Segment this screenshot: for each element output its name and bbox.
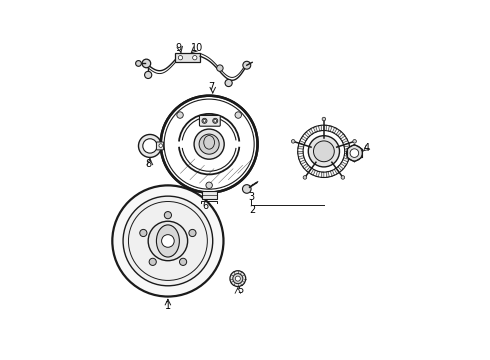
- Polygon shape: [324, 125, 327, 131]
- Circle shape: [140, 229, 147, 237]
- Polygon shape: [316, 171, 319, 177]
- Circle shape: [199, 134, 219, 154]
- Circle shape: [225, 80, 232, 86]
- Text: 6: 6: [202, 201, 209, 211]
- Polygon shape: [344, 153, 350, 157]
- Circle shape: [193, 55, 197, 60]
- Polygon shape: [340, 134, 345, 139]
- Circle shape: [194, 129, 224, 159]
- Circle shape: [235, 276, 240, 281]
- Polygon shape: [301, 136, 307, 141]
- Circle shape: [179, 258, 187, 265]
- Circle shape: [148, 221, 188, 261]
- Polygon shape: [309, 129, 314, 135]
- Polygon shape: [328, 126, 332, 131]
- Polygon shape: [318, 125, 322, 131]
- Circle shape: [162, 235, 174, 247]
- Circle shape: [292, 140, 295, 143]
- Circle shape: [341, 176, 344, 179]
- Circle shape: [243, 61, 251, 69]
- Text: 7: 7: [208, 82, 214, 92]
- Polygon shape: [332, 127, 337, 133]
- Text: 10: 10: [191, 43, 203, 53]
- Text: 9: 9: [175, 43, 182, 53]
- Circle shape: [350, 149, 359, 157]
- Circle shape: [303, 176, 307, 179]
- Polygon shape: [343, 143, 349, 147]
- FancyBboxPatch shape: [199, 116, 220, 126]
- Ellipse shape: [156, 225, 179, 257]
- Polygon shape: [313, 126, 318, 132]
- Circle shape: [213, 118, 218, 123]
- Circle shape: [159, 144, 163, 147]
- Polygon shape: [334, 168, 339, 174]
- Polygon shape: [341, 162, 346, 167]
- Circle shape: [243, 185, 251, 193]
- Text: 4: 4: [364, 143, 370, 153]
- Circle shape: [145, 71, 152, 78]
- Polygon shape: [306, 167, 312, 172]
- Circle shape: [164, 212, 171, 219]
- Circle shape: [202, 118, 207, 123]
- Circle shape: [177, 112, 183, 118]
- Circle shape: [214, 120, 217, 122]
- Polygon shape: [298, 156, 304, 159]
- Text: 2: 2: [249, 206, 255, 216]
- Polygon shape: [326, 172, 329, 177]
- Circle shape: [235, 112, 242, 118]
- Circle shape: [112, 185, 223, 297]
- Polygon shape: [299, 141, 305, 145]
- Circle shape: [136, 60, 141, 66]
- Polygon shape: [342, 138, 348, 143]
- Circle shape: [203, 120, 206, 122]
- Polygon shape: [336, 130, 342, 136]
- Bar: [201, 191, 217, 199]
- Circle shape: [143, 139, 157, 153]
- Circle shape: [123, 196, 213, 286]
- Polygon shape: [338, 165, 343, 171]
- Circle shape: [230, 271, 245, 287]
- Text: 8: 8: [145, 159, 151, 169]
- Circle shape: [308, 136, 340, 167]
- Circle shape: [142, 59, 151, 68]
- Circle shape: [322, 117, 326, 121]
- Circle shape: [149, 258, 156, 265]
- Circle shape: [178, 55, 183, 60]
- Circle shape: [217, 65, 223, 71]
- Circle shape: [139, 134, 161, 157]
- Text: 3: 3: [248, 192, 254, 202]
- Circle shape: [189, 229, 196, 237]
- Circle shape: [353, 140, 356, 143]
- Circle shape: [233, 274, 243, 284]
- Polygon shape: [303, 163, 308, 169]
- Circle shape: [314, 141, 334, 162]
- Polygon shape: [311, 169, 316, 175]
- FancyBboxPatch shape: [156, 142, 164, 150]
- Polygon shape: [298, 151, 303, 154]
- Text: 1: 1: [165, 301, 171, 311]
- Polygon shape: [300, 160, 306, 165]
- Polygon shape: [321, 172, 324, 177]
- Polygon shape: [330, 170, 335, 176]
- Polygon shape: [343, 158, 349, 162]
- Polygon shape: [344, 149, 350, 151]
- Circle shape: [346, 145, 362, 161]
- Text: 5: 5: [237, 285, 243, 296]
- Circle shape: [206, 182, 212, 189]
- Polygon shape: [304, 132, 310, 138]
- Polygon shape: [298, 146, 303, 149]
- Circle shape: [161, 96, 258, 193]
- Bar: [175, 53, 200, 62]
